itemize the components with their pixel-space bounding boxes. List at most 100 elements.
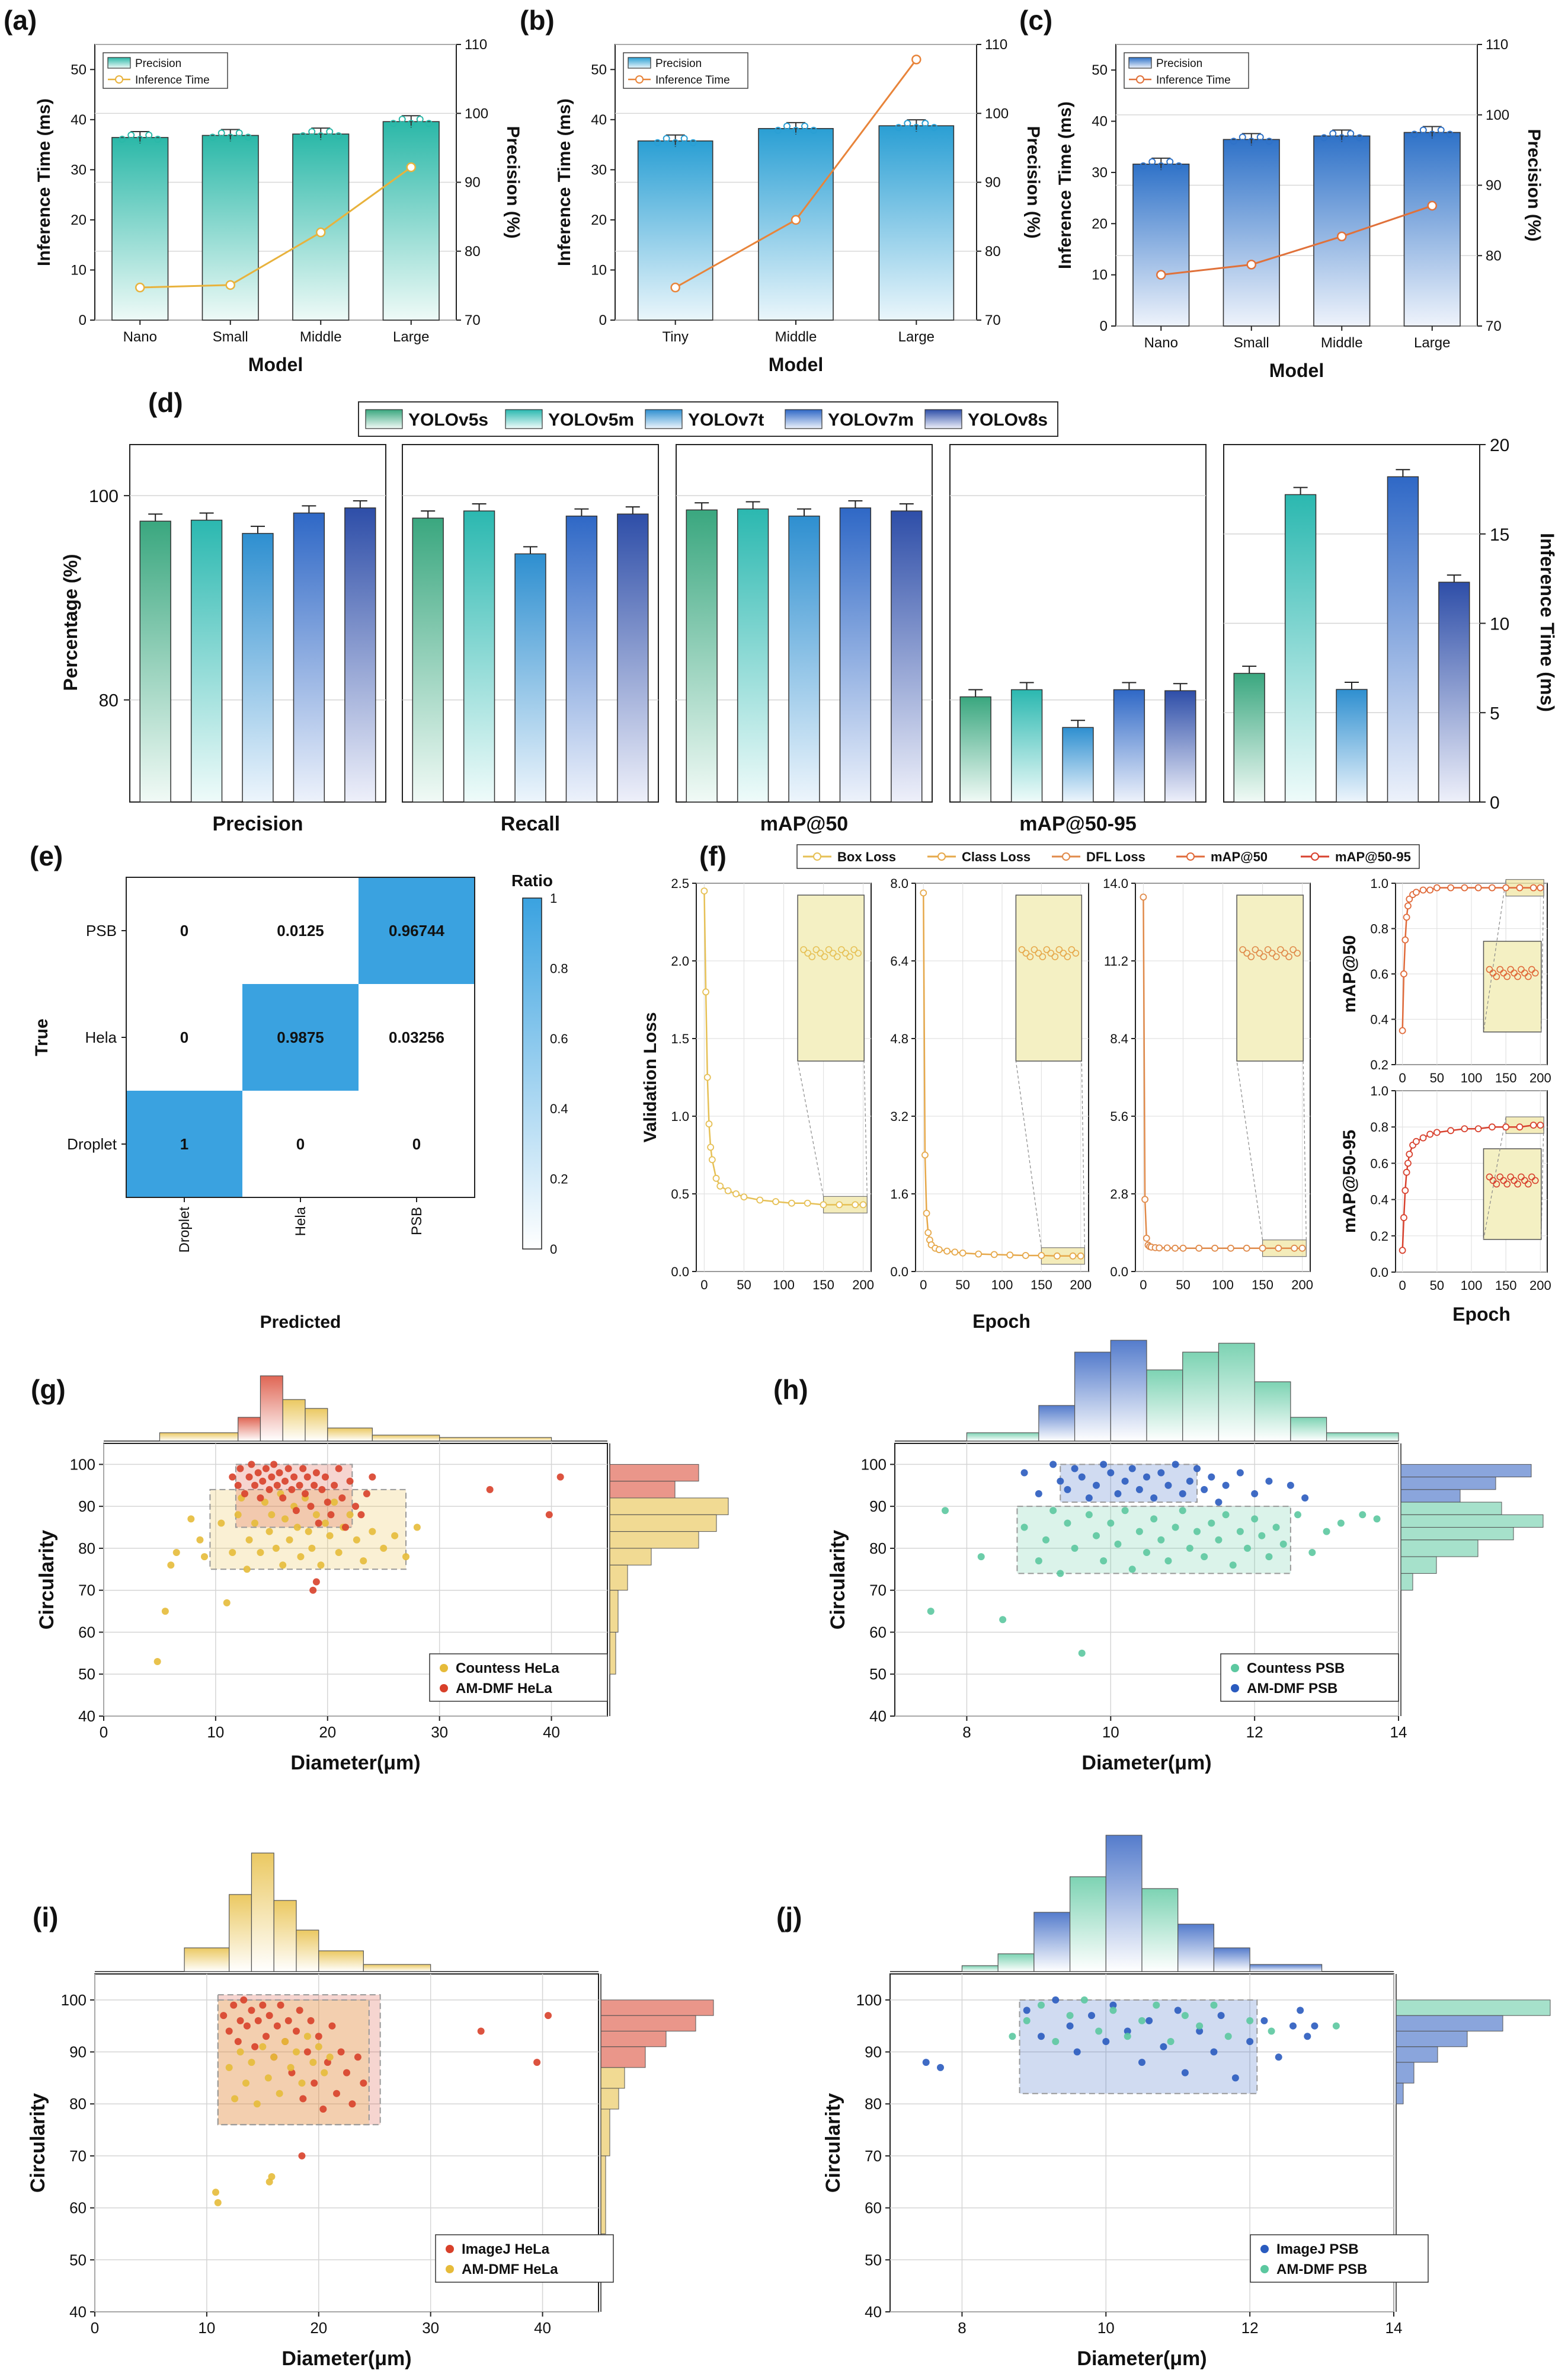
x-tick-label: 0 xyxy=(91,2319,99,2337)
colorbar-tick-label: 0.4 xyxy=(550,1101,568,1116)
x-tick-label: Middle xyxy=(1321,335,1363,351)
loss-point xyxy=(1413,889,1420,896)
scatter-point xyxy=(254,1469,262,1477)
y2-tick-label: 5 xyxy=(1490,704,1500,723)
colorbar-title: Ratio xyxy=(511,871,553,890)
scatter-point xyxy=(317,1561,325,1569)
top-histogram-bar xyxy=(184,1947,230,1972)
y-axis-title: Percentage (%) xyxy=(60,554,81,691)
scatter-point xyxy=(346,1477,354,1485)
scatter-point xyxy=(324,1499,331,1506)
right-histogram-bar xyxy=(1396,2030,1468,2047)
loss-point xyxy=(1298,1244,1306,1252)
heatmap-cell-label: 0.03256 xyxy=(389,1028,444,1046)
loss-point xyxy=(1426,886,1434,894)
scatter-point xyxy=(326,2053,334,2061)
right-histogram-bar xyxy=(609,1497,729,1515)
loss-point xyxy=(1140,893,1147,901)
loss-point xyxy=(836,1201,843,1209)
top-histogram-bar xyxy=(1146,1369,1183,1442)
precision-replicate xyxy=(1175,162,1183,170)
loss-point xyxy=(859,1201,867,1209)
scatter-point xyxy=(1135,1485,1143,1493)
top-histogram-bar xyxy=(1141,1888,1179,1972)
loss-point xyxy=(820,1201,827,1209)
scatter-point xyxy=(261,1499,268,1506)
legend-swatch xyxy=(1186,852,1195,861)
scatter-point xyxy=(922,2059,930,2066)
scatter-point xyxy=(309,1586,317,1594)
loss-point xyxy=(1179,1244,1187,1252)
metric-bar xyxy=(190,519,223,803)
scatter-point xyxy=(545,2012,552,2020)
scatter-point xyxy=(276,1469,283,1477)
scatter-point xyxy=(1052,2038,1060,2045)
loss-point xyxy=(1275,1244,1282,1252)
scatter-point xyxy=(1124,2027,1131,2035)
y2-tick-label: 100 xyxy=(985,106,1009,122)
x-tick-label: 14 xyxy=(1390,1723,1407,1741)
y-axis-title: Circularity xyxy=(822,2093,844,2193)
scatter-point xyxy=(1135,1528,1143,1535)
loss-point xyxy=(1406,895,1413,903)
x-tick-label: 200 xyxy=(1070,1277,1092,1292)
heatmap-cell xyxy=(126,984,242,1091)
zoom-connector xyxy=(863,1060,868,1197)
scatter-point xyxy=(1244,1544,1251,1552)
loss-point xyxy=(1400,970,1407,977)
loss-point xyxy=(1156,1244,1163,1252)
right-histogram-bar xyxy=(600,2067,625,2089)
scatter-point xyxy=(533,2059,541,2066)
metric-bar xyxy=(1113,689,1145,803)
scatter-point xyxy=(234,2038,242,2045)
scatter-point xyxy=(263,2033,270,2040)
heatmap-cell xyxy=(359,1091,475,1197)
legend-swatch xyxy=(785,409,823,429)
loss-point xyxy=(1447,1127,1454,1135)
scatter-point xyxy=(302,1490,309,1497)
inset-point xyxy=(1026,953,1034,960)
precision-replicate xyxy=(792,126,799,134)
inset-point xyxy=(1525,973,1532,980)
scatter-point xyxy=(1359,1511,1367,1519)
precision-replicate xyxy=(299,132,307,140)
x-tick-label: 8 xyxy=(958,2319,966,2337)
scatter-point xyxy=(1251,1515,1259,1523)
scatter-point xyxy=(1102,2038,1110,2045)
y-tick-label: 10 xyxy=(1092,267,1108,283)
scatter-point xyxy=(259,1477,267,1485)
y-tick-label: 0 xyxy=(1100,318,1108,334)
precision-replicate xyxy=(1338,134,1346,142)
y-tick-label: 50 xyxy=(591,62,607,78)
scatter-point xyxy=(1143,1549,1150,1556)
inset-point xyxy=(829,950,837,957)
metric-bar xyxy=(891,510,923,803)
metric-bar xyxy=(1284,494,1317,803)
inset-point xyxy=(1035,950,1042,957)
inset-point xyxy=(1051,953,1059,960)
precision-replicate xyxy=(930,124,938,132)
scatter-point xyxy=(338,1494,346,1502)
right-histogram-bar xyxy=(600,1999,714,2016)
y-tick-label: 0.4 xyxy=(1370,1012,1388,1027)
metric-bar xyxy=(1336,689,1368,803)
scatter-point xyxy=(1186,1544,1193,1552)
scatter-point xyxy=(1157,1536,1165,1544)
y-axis-title: Inference Time (ms) xyxy=(1055,101,1075,269)
scatter-point xyxy=(1078,1649,1086,1657)
loss-point xyxy=(700,887,708,895)
zoom-inset xyxy=(1236,895,1304,1062)
scatter-point xyxy=(264,2074,272,2082)
y2-tick-label: 100 xyxy=(465,106,488,122)
y-tick-label: 3.2 xyxy=(890,1109,908,1124)
heatmap-cell-label: 0.0125 xyxy=(277,922,324,940)
legend-swatch xyxy=(1260,2245,1269,2253)
inset-point xyxy=(1252,946,1259,953)
inset-point xyxy=(1047,950,1055,957)
y-tick-label: 1.5 xyxy=(671,1031,689,1046)
inset-point xyxy=(1514,973,1521,980)
y-tick-label: 40 xyxy=(1092,114,1108,130)
precision-bar xyxy=(1403,132,1461,327)
inset-point xyxy=(1500,969,1508,977)
y-tick-label: 40 xyxy=(69,2303,87,2321)
